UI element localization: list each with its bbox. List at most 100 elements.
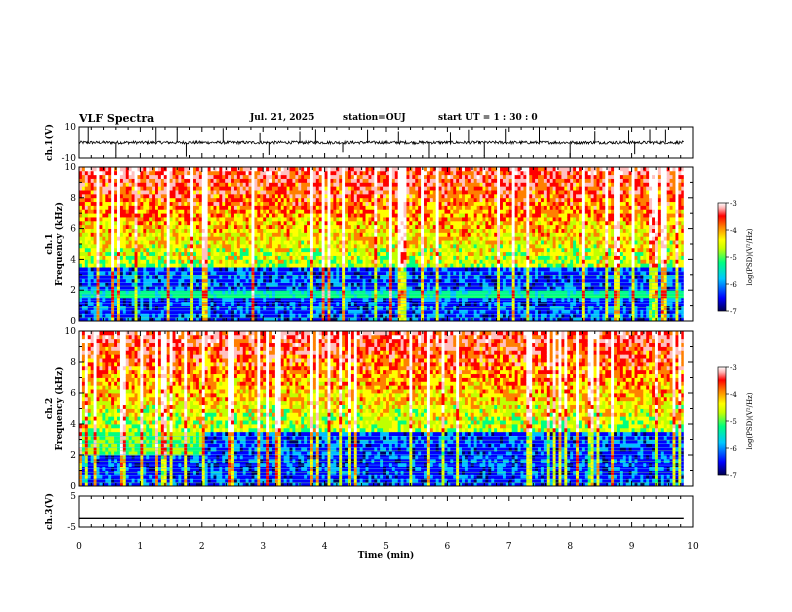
spectrogram-cell (388, 244, 393, 249)
spectrogram-cell (353, 174, 358, 179)
spectrogram-cell (257, 167, 261, 172)
spectrogram-cell (143, 213, 147, 218)
spectrogram-cell (271, 274, 276, 280)
spectrogram-cell (312, 290, 317, 295)
spectrogram-cell (233, 228, 238, 233)
spectrogram-cell (245, 217, 249, 222)
spectrogram-cell (207, 170, 211, 176)
spectrogram-cell (108, 294, 112, 299)
spectrogram-cell (391, 205, 396, 210)
spectrogram-cell (403, 278, 407, 283)
spectrogram-cell (301, 232, 305, 237)
spectrogram-cell (251, 317, 255, 322)
spectrogram-cell (307, 186, 311, 191)
spectrogram-cell (289, 190, 293, 195)
spectrogram-cell (426, 182, 431, 187)
spectrogram-cell (263, 282, 267, 287)
spectrogram-cell (222, 224, 226, 229)
spectrogram-cell (195, 174, 200, 179)
spectrogram-cell (105, 294, 109, 299)
spectrogram-cell (371, 174, 375, 179)
spectrogram-cell (432, 186, 437, 191)
spectrogram-cell (87, 201, 92, 206)
spectrogram-cell (143, 255, 147, 260)
spectrogram-cell (421, 209, 425, 214)
spectrogram-cell (292, 220, 296, 226)
spectrogram-cell (90, 278, 95, 283)
spectrogram-cell (377, 282, 381, 287)
spectrogram-cell (140, 290, 144, 295)
spectrogram-cell (119, 263, 124, 268)
spectrogram-cell (283, 263, 287, 268)
spectrogram-cell (178, 313, 182, 318)
spectrogram-cell (79, 263, 83, 268)
spectrogram-cell (111, 205, 115, 210)
spectrogram-cell (283, 228, 287, 233)
spectrogram-cell (312, 197, 317, 203)
spectrogram-cell (330, 267, 334, 272)
spectrogram-cell (307, 205, 311, 210)
spectrogram-cell (397, 167, 402, 172)
spectrogram-cell (415, 224, 419, 229)
spectrogram-cell (324, 228, 328, 233)
spectrogram-cell (81, 251, 86, 256)
spectrogram-cell (277, 274, 282, 280)
spectrogram-cell (359, 251, 364, 256)
spectrogram-cell (257, 270, 261, 276)
spectrogram-cell (228, 186, 232, 191)
spectrogram-cell (330, 217, 334, 222)
spectrogram-cell (435, 251, 440, 256)
spectrogram-cell (169, 193, 173, 199)
spectrogram-cell (283, 247, 287, 253)
spectrogram-cell (195, 294, 200, 299)
spectrogram-cell (181, 236, 185, 241)
spectrogram-cell (269, 182, 273, 187)
spectrogram-cell (251, 244, 255, 249)
spectrogram-cell (418, 313, 422, 318)
spectrogram-cell (190, 193, 194, 199)
spectrogram-cell (175, 190, 179, 195)
spectrogram-cell (131, 255, 135, 260)
spectrogram-cell (245, 313, 249, 318)
spectrogram-cell (321, 201, 325, 206)
spectrogram-cell (96, 236, 100, 241)
spectrogram-cell (140, 313, 144, 318)
spectrogram-cell (157, 244, 162, 249)
spectrogram-cell (87, 278, 92, 283)
spectrogram-cell (271, 228, 276, 233)
spectrogram-cell (347, 251, 352, 256)
spectrogram-cell (415, 167, 419, 172)
spectrogram-cell (412, 278, 416, 283)
spectrogram-cell (298, 274, 302, 280)
spectrogram-cell (128, 317, 133, 322)
spectrogram-cell (266, 224, 270, 229)
spectrogram-cell (149, 309, 153, 314)
spectrogram-cell (105, 305, 109, 310)
spectrogram-cell (84, 259, 89, 264)
spectrogram-cell (169, 201, 173, 206)
spectrogram-cell (324, 251, 328, 256)
spectrogram-cell (134, 201, 138, 206)
spectrogram-cell (105, 267, 109, 272)
spectrogram-cell (356, 313, 361, 318)
spectrogram-cell (350, 259, 355, 264)
spectrogram-cell (380, 274, 384, 280)
spectrogram-cell (295, 294, 299, 299)
spectrogram-cell (137, 197, 141, 203)
spectrogram-cell (155, 282, 159, 287)
spectrogram-cell (274, 201, 279, 206)
spectrogram-cell (269, 209, 273, 214)
spectrogram-cell (233, 201, 238, 206)
spectrogram-cell (435, 270, 440, 276)
spectrogram-cell (391, 263, 396, 268)
spectrogram-cell (438, 220, 442, 226)
spectrogram-cell (388, 251, 393, 256)
spectrogram-cell (415, 267, 419, 272)
spectrogram-cell (117, 294, 121, 299)
spectrogram-cell (362, 282, 366, 287)
spectrogram-cell (143, 286, 147, 291)
spectrogram-cell (283, 236, 287, 241)
spectrogram-cell (347, 309, 352, 314)
spectrogram-cell (391, 278, 396, 283)
spectrogram-cell (111, 217, 115, 222)
